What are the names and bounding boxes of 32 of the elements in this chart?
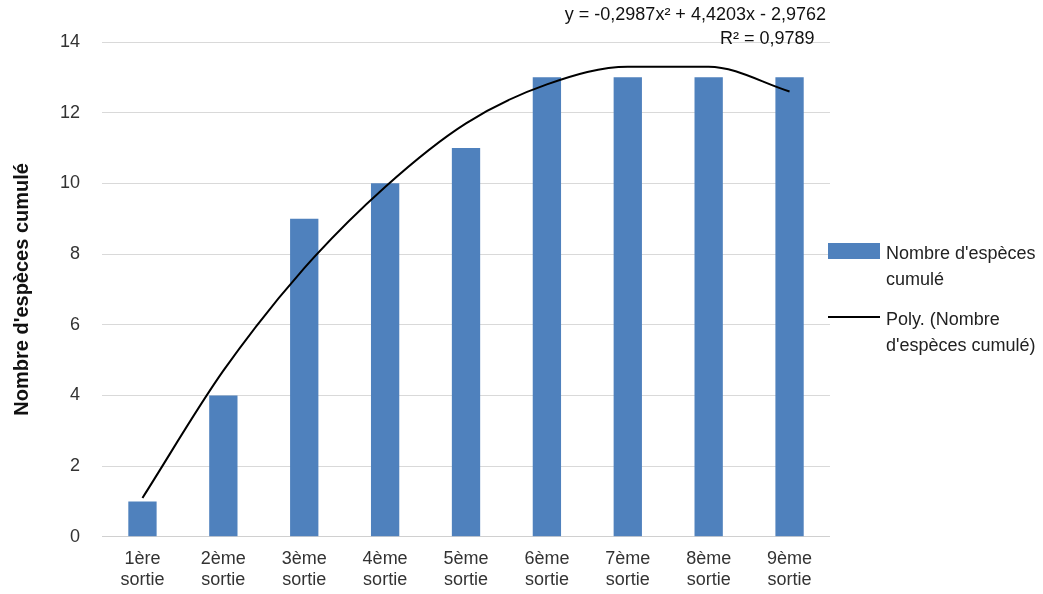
x-tick-label: 2ème sortie	[200, 547, 246, 590]
x-tick-label: 3ème sortie	[281, 547, 327, 590]
y-tick-label: 6	[70, 313, 81, 334]
x-tick-label: 8ème sortie	[686, 547, 732, 590]
y-tick-label: 0	[70, 525, 81, 546]
bar	[128, 501, 157, 537]
x-tick-label: 9ème sortie	[767, 547, 813, 590]
line-series	[141, 65, 791, 499]
y-tick-label: 10	[59, 172, 81, 193]
bar	[694, 77, 723, 537]
y-tick-label: 12	[59, 101, 81, 122]
text: y = -0,2987x² + 4,4203x - 2,9762	[564, 3, 826, 24]
x-tick-label: 4ème sortie	[362, 547, 408, 590]
bar	[532, 77, 562, 537]
y-axis-title: Nombre d'espèces cumulé	[9, 163, 32, 416]
y-tick-label: 14	[59, 30, 81, 51]
y-tick-label: 8	[70, 243, 81, 264]
annotation: R² = 0,9789	[720, 27, 815, 48]
bar	[209, 395, 238, 537]
x-tick-label: 6ème sortie	[524, 547, 570, 590]
bar	[370, 183, 400, 537]
legend-label: Nombre d'espèces cumulé	[886, 242, 1037, 292]
x-tick-label: 7ème sortie	[605, 547, 651, 590]
x-tick-label: 5ème sortie	[443, 547, 489, 590]
y-tick-label: 4	[70, 384, 81, 405]
bar	[451, 148, 481, 537]
legend-label: Poly. (Nombre d'espèces cumulé)	[886, 308, 1037, 358]
x-tick-label: 1ère sortie	[120, 547, 165, 590]
bar	[613, 77, 642, 537]
bar	[775, 77, 804, 537]
y-tick-label: 2	[70, 455, 81, 476]
bar	[290, 218, 319, 537]
